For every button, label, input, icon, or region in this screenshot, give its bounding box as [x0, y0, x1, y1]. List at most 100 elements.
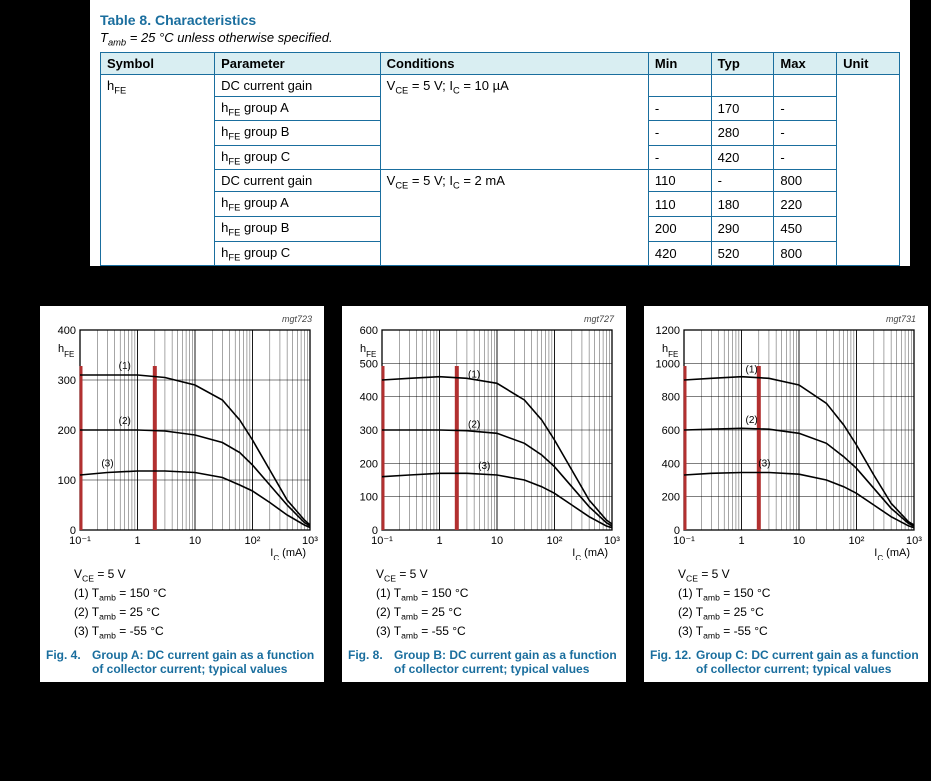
- svg-text:100: 100: [58, 475, 76, 487]
- svg-text:500: 500: [360, 358, 378, 370]
- parameter-cell: hFE group B: [215, 121, 381, 146]
- max-cell: 800: [774, 241, 837, 266]
- typ-cell: 420: [711, 145, 774, 170]
- table-header-cell: Parameter: [215, 52, 381, 74]
- figure-card: mgt731020040060080010001200hFE10⁻¹11010²…: [644, 306, 928, 682]
- min-cell: 110: [648, 170, 711, 192]
- svg-text:1: 1: [436, 535, 442, 547]
- svg-text:hFE: hFE: [58, 343, 74, 359]
- svg-text:400: 400: [662, 458, 680, 470]
- svg-text:600: 600: [360, 325, 378, 337]
- svg-text:10: 10: [793, 535, 805, 547]
- figure-notes: VCE = 5 V(1) Tamb = 150 °C(2) Tamb = 25 …: [46, 566, 318, 642]
- figures-row: mgt7230100200300400hFE10⁻¹11010²10³IC (m…: [0, 306, 931, 700]
- svg-text:(3): (3): [101, 459, 113, 470]
- svg-text:(1): (1): [119, 361, 131, 372]
- figure-caption: Fig. 12.Group C: DC current gain as a fu…: [650, 648, 922, 676]
- table-row: DC current gainVCE = 5 V; IC = 2 mA110-8…: [101, 170, 900, 192]
- typ-cell: 280: [711, 121, 774, 146]
- figure-caption: Fig. 8.Group B: DC current gain as a fun…: [348, 648, 620, 676]
- table-header-cell: Typ: [711, 52, 774, 74]
- svg-text:1: 1: [134, 535, 140, 547]
- svg-text:200: 200: [662, 492, 680, 504]
- parameter-cell: hFE group A: [215, 96, 381, 121]
- table-title: Table 8. Characteristics: [100, 12, 900, 28]
- svg-text:(2): (2): [468, 419, 480, 430]
- svg-text:200: 200: [58, 425, 76, 437]
- table-header-cell: Conditions: [380, 52, 648, 74]
- svg-text:(2): (2): [746, 415, 758, 426]
- svg-text:10²: 10²: [245, 535, 261, 547]
- max-cell: 450: [774, 216, 837, 241]
- typ-cell: [711, 74, 774, 96]
- figure-caption: Fig. 4.Group A: DC current gain as a fun…: [46, 648, 318, 676]
- svg-text:hFE: hFE: [662, 343, 678, 359]
- svg-text:100: 100: [360, 492, 378, 504]
- parameter-cell: hFE group B: [215, 216, 381, 241]
- svg-text:10: 10: [189, 535, 201, 547]
- svg-text:10: 10: [491, 535, 503, 547]
- table-row: hFEDC current gainVCE = 5 V; IC = 10 µA: [101, 74, 900, 96]
- typ-cell: -: [711, 170, 774, 192]
- conditions-cell: VCE = 5 V; IC = 10 µA: [380, 74, 648, 170]
- svg-text:10³: 10³: [906, 535, 922, 547]
- svg-text:1000: 1000: [656, 358, 680, 370]
- max-cell: -: [774, 145, 837, 170]
- table-header-cell: Symbol: [101, 52, 215, 74]
- chart-svg: 0100200300400500600hFE10⁻¹11010²10³IC (m…: [348, 324, 620, 560]
- svg-text:(3): (3): [758, 459, 770, 470]
- figure-card: mgt7270100200300400500600hFE10⁻¹11010²10…: [342, 306, 626, 682]
- typ-cell: 180: [711, 192, 774, 217]
- svg-text:10⁻¹: 10⁻¹: [69, 535, 91, 547]
- parameter-cell: DC current gain: [215, 74, 381, 96]
- parameter-cell: DC current gain: [215, 170, 381, 192]
- typ-cell: 290: [711, 216, 774, 241]
- svg-text:10³: 10³: [604, 535, 620, 547]
- parameter-cell: hFE group C: [215, 241, 381, 266]
- symbol-cell: hFE: [101, 74, 215, 266]
- svg-text:(2): (2): [119, 416, 131, 427]
- svg-text:600: 600: [662, 425, 680, 437]
- max-cell: [774, 74, 837, 96]
- table-subtitle: Tamb = 25 °C unless otherwise specified.: [100, 30, 900, 48]
- svg-text:IC (mA): IC (mA): [572, 547, 608, 560]
- svg-text:10²: 10²: [547, 535, 563, 547]
- svg-text:1: 1: [738, 535, 744, 547]
- min-cell: 200: [648, 216, 711, 241]
- svg-text:400: 400: [58, 325, 76, 337]
- chart-id: mgt731: [650, 314, 922, 324]
- svg-text:200: 200: [360, 458, 378, 470]
- table-header-cell: Min: [648, 52, 711, 74]
- svg-text:10³: 10³: [302, 535, 318, 547]
- svg-text:300: 300: [58, 375, 76, 387]
- table-body: hFEDC current gainVCE = 5 V; IC = 10 µAh…: [101, 74, 900, 266]
- unit-cell: [837, 74, 900, 266]
- max-cell: 800: [774, 170, 837, 192]
- min-cell: -: [648, 145, 711, 170]
- min-cell: 110: [648, 192, 711, 217]
- max-cell: -: [774, 96, 837, 121]
- chart-svg: 020040060080010001200hFE10⁻¹11010²10³IC …: [650, 324, 922, 560]
- characteristics-table-block: Table 8. Characteristics Tamb = 25 °C un…: [90, 0, 910, 266]
- table-header-row: SymbolParameterConditionsMinTypMaxUnit: [101, 52, 900, 74]
- conditions-cell: VCE = 5 V; IC = 2 mA: [380, 170, 648, 266]
- svg-text:10⁻¹: 10⁻¹: [673, 535, 695, 547]
- svg-text:400: 400: [360, 392, 378, 404]
- min-cell: -: [648, 96, 711, 121]
- chart-id: mgt723: [46, 314, 318, 324]
- svg-text:300: 300: [360, 425, 378, 437]
- svg-text:10⁻¹: 10⁻¹: [371, 535, 393, 547]
- datasheet-page: Table 8. Characteristics Tamb = 25 °C un…: [0, 0, 931, 700]
- svg-text:(1): (1): [746, 364, 758, 375]
- characteristics-table: SymbolParameterConditionsMinTypMaxUnit h…: [100, 52, 900, 267]
- table-header-cell: Max: [774, 52, 837, 74]
- svg-text:1200: 1200: [656, 325, 680, 337]
- svg-text:IC (mA): IC (mA): [270, 547, 306, 560]
- svg-text:IC (mA): IC (mA): [874, 547, 910, 560]
- table-header-cell: Unit: [837, 52, 900, 74]
- figure-notes: VCE = 5 V(1) Tamb = 150 °C(2) Tamb = 25 …: [348, 566, 620, 642]
- min-cell: -: [648, 121, 711, 146]
- max-cell: -: [774, 121, 837, 146]
- svg-text:(1): (1): [468, 369, 480, 380]
- typ-cell: 170: [711, 96, 774, 121]
